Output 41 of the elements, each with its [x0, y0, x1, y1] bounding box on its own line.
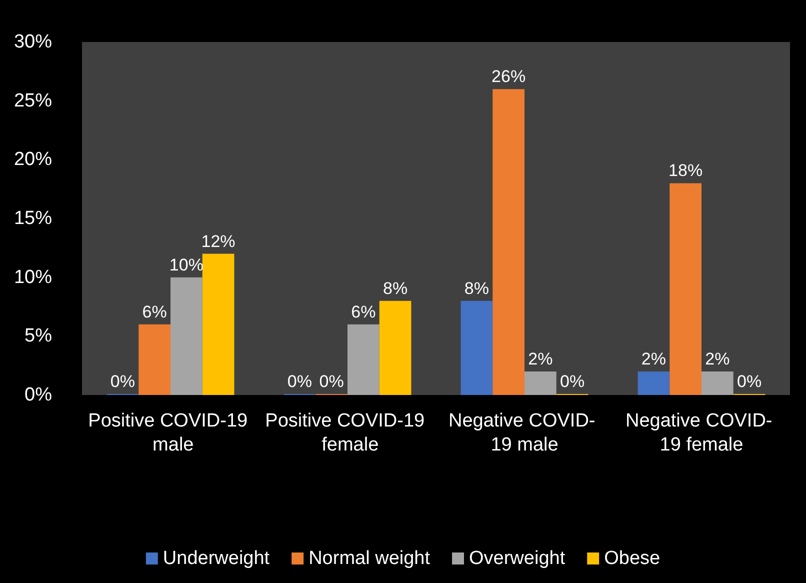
x-tick-label: Positive COVID-19 male: [88, 410, 253, 456]
bar: [638, 371, 670, 395]
y-tick-label: 30%: [14, 32, 52, 52]
data-label: 0%: [110, 372, 135, 391]
y-tick-label: 5%: [24, 326, 52, 347]
bar: [460, 300, 493, 395]
data-label: 0%: [319, 372, 344, 391]
bar: [379, 300, 412, 395]
data-label: 2%: [641, 349, 666, 368]
data-label: 0%: [737, 372, 762, 391]
x-tick-label: Negative COVID- 19 male: [448, 410, 601, 456]
data-label: 2%: [705, 349, 730, 368]
data-label: 6%: [142, 302, 167, 322]
bar: [138, 324, 170, 395]
data-label: 12%: [201, 232, 236, 251]
y-tick-label: 0%: [24, 384, 52, 406]
data-label: 26%: [492, 67, 526, 86]
y-tick-label: 10%: [14, 266, 52, 288]
data-label: 8%: [464, 278, 489, 298]
y-tick-label: 20%: [14, 149, 52, 170]
data-label: 18%: [668, 161, 703, 180]
legend-label: Normal weight: [308, 548, 431, 569]
data-label: 0%: [560, 372, 585, 391]
bar: [202, 254, 234, 395]
y-tick-label: 25%: [14, 90, 52, 112]
data-label: 8%: [383, 278, 408, 298]
data-label: 2%: [528, 349, 553, 368]
legend-label: Underweight: [162, 548, 270, 569]
data-label: 0%: [287, 372, 312, 391]
x-tick-label: Positive COVID-19 female: [265, 410, 430, 456]
legend-label: Obese: [604, 548, 660, 569]
bar: [702, 371, 734, 395]
data-label: 6%: [351, 302, 376, 322]
legend-label: Overweight: [469, 548, 566, 569]
bar: [524, 371, 556, 395]
bar: [492, 89, 524, 395]
x-tick-label: Negative COVID- 19 female: [625, 410, 778, 456]
bar: [670, 183, 702, 395]
bar: [348, 324, 380, 395]
y-tick-label: 15%: [14, 208, 52, 229]
bar: [170, 277, 202, 395]
